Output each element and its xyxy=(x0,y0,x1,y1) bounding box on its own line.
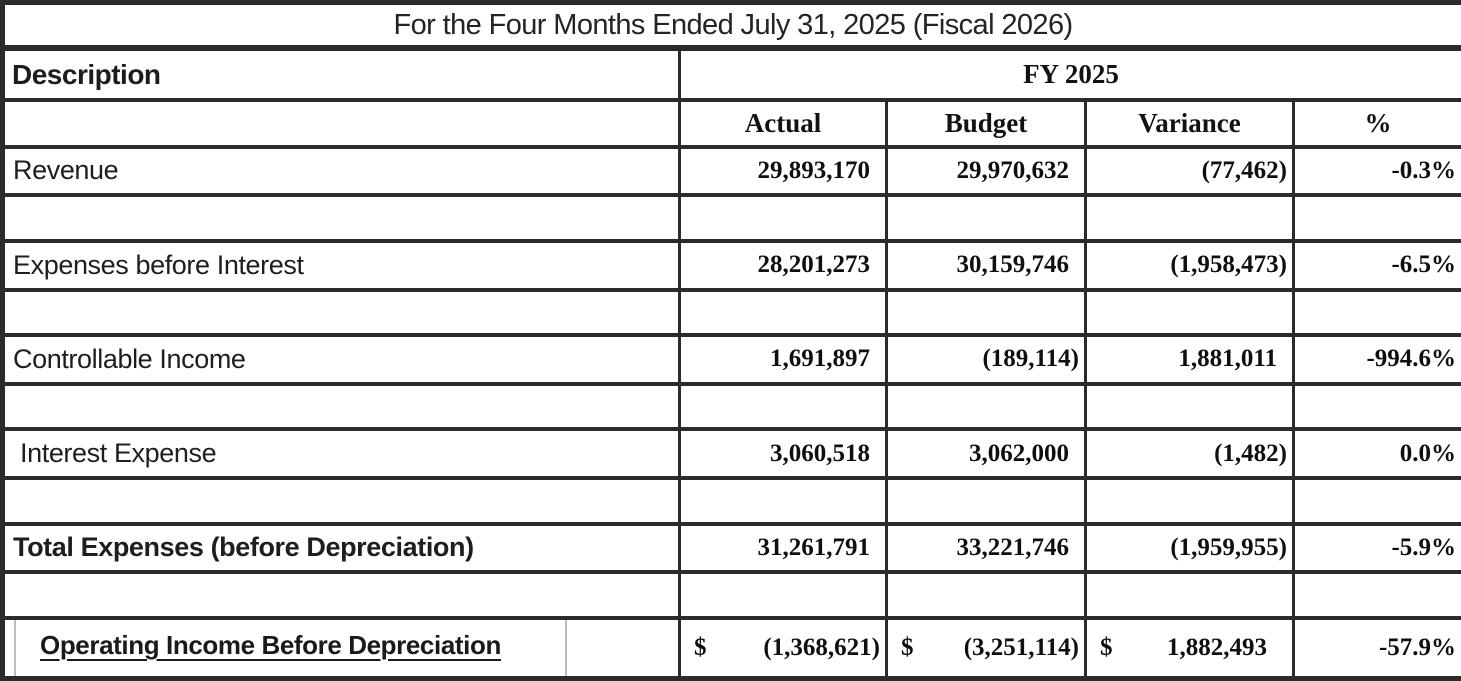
amount: (1,368,621) xyxy=(763,633,880,661)
empty-cell xyxy=(1,476,681,526)
table-row-controllable-income: Controllable Income 1,691,897 (189,114) … xyxy=(1,333,1461,386)
empty-cell xyxy=(1291,193,1461,243)
actual-value: 31,261,791 xyxy=(678,521,888,575)
report-title-row: For the Four Months Ended July 31, 2025 … xyxy=(0,0,1461,51)
table-row-interest-expense: Interest Expense 3,060,518 3,062,000 (1,… xyxy=(1,427,1461,481)
report-title: For the Four Months Ended July 31, 2025 … xyxy=(0,0,1461,51)
variance-value: $ 1,882,493 xyxy=(1084,615,1295,681)
row-label: Total Expenses (before Depreciation) xyxy=(1,521,681,575)
table-row-total-expenses: Total Expenses (before Depreciation) 31,… xyxy=(1,521,1461,575)
variance-value: (1,482) xyxy=(1084,427,1295,481)
percent-value: 0.0% xyxy=(1291,427,1461,481)
operating-income-label-cell: Operating Income Before Depreciation xyxy=(1,615,681,681)
spacer-row xyxy=(1,476,1461,526)
budget-value: 3,062,000 xyxy=(885,427,1087,481)
empty-cell xyxy=(678,476,888,526)
empty-cell xyxy=(1084,476,1295,526)
empty-cell xyxy=(678,570,888,620)
col-header-percent: % xyxy=(1291,98,1461,149)
budget-value: 33,221,746 xyxy=(885,521,1087,575)
dollar-sign: $ xyxy=(901,633,914,661)
empty-cell xyxy=(678,193,888,243)
actual-value: 3,060,518 xyxy=(678,427,888,481)
empty-cell xyxy=(1,98,681,149)
row-label: Interest Expense xyxy=(1,427,681,481)
amount: 1,882,493 xyxy=(1167,633,1267,661)
empty-cell xyxy=(1084,193,1295,243)
spacer-row xyxy=(1,287,1461,338)
row-label: Controllable Income xyxy=(1,333,681,386)
percent-value: -5.9% xyxy=(1291,521,1461,575)
table-row-operating-income: Operating Income Before Depreciation $ (… xyxy=(1,615,1461,681)
actual-value: 1,691,897 xyxy=(678,333,888,386)
budget-value: $ (3,251,114) xyxy=(885,615,1087,681)
description-header: Description xyxy=(1,46,681,102)
empty-cell xyxy=(1084,570,1295,620)
budget-value: 29,970,632 xyxy=(885,144,1087,198)
empty-cell xyxy=(1291,381,1461,432)
column-header-row: Actual Budget Variance % xyxy=(1,98,1461,149)
empty-cell xyxy=(885,381,1087,432)
table-row-expenses-before-interest: Expenses before Interest 28,201,273 30,1… xyxy=(1,238,1461,292)
percent-value: -994.6% xyxy=(1291,333,1461,386)
empty-cell xyxy=(1,381,681,432)
operating-income-text-box: Operating Income Before Depreciation xyxy=(14,621,567,675)
empty-cell xyxy=(1,193,681,243)
table-row-revenue: Revenue 29,893,170 29,970,632 (77,462) -… xyxy=(1,144,1461,198)
empty-cell xyxy=(1,287,681,338)
empty-cell xyxy=(678,287,888,338)
group-header-row: Description FY 2025 xyxy=(1,46,1461,102)
empty-cell xyxy=(1084,287,1295,338)
empty-cell xyxy=(678,381,888,432)
actual-value: 28,201,273 xyxy=(678,238,888,292)
empty-cell xyxy=(1,570,681,620)
empty-cell xyxy=(1084,381,1295,432)
dollar-sign: $ xyxy=(1100,633,1113,661)
budget-value: (189,114) xyxy=(885,333,1087,386)
col-header-actual: Actual xyxy=(678,98,888,149)
fiscal-year-group-header: FY 2025 xyxy=(677,46,1461,102)
empty-cell xyxy=(885,476,1087,526)
dollar-sign: $ xyxy=(694,633,707,661)
empty-cell xyxy=(885,287,1087,338)
col-header-variance: Variance xyxy=(1084,98,1295,149)
empty-cell xyxy=(885,193,1087,243)
variance-value: 1,881,011 xyxy=(1084,333,1295,386)
spacer-row xyxy=(1,193,1461,243)
spacer-row xyxy=(1,381,1461,432)
row-label: Revenue xyxy=(1,144,681,198)
empty-cell xyxy=(1291,476,1461,526)
empty-cell xyxy=(1291,570,1461,620)
col-header-budget: Budget xyxy=(885,98,1087,149)
variance-value: (1,958,473) xyxy=(1084,238,1295,292)
variance-value: (1,959,955) xyxy=(1084,521,1295,575)
percent-value: -57.9% xyxy=(1291,615,1461,681)
empty-cell xyxy=(1291,287,1461,338)
percent-value: -0.3% xyxy=(1291,144,1461,198)
percent-value: -6.5% xyxy=(1291,238,1461,292)
empty-cell xyxy=(885,570,1087,620)
actual-value: 29,893,170 xyxy=(678,144,888,198)
spacer-row xyxy=(1,570,1461,620)
variance-value: (77,462) xyxy=(1084,144,1295,198)
actual-value: $ (1,368,621) xyxy=(678,615,888,681)
row-label: Expenses before Interest xyxy=(1,238,681,292)
amount: (3,251,114) xyxy=(963,633,1079,661)
row-label: Operating Income Before Depreciation xyxy=(40,629,501,660)
budget-value: 30,159,746 xyxy=(885,238,1087,292)
